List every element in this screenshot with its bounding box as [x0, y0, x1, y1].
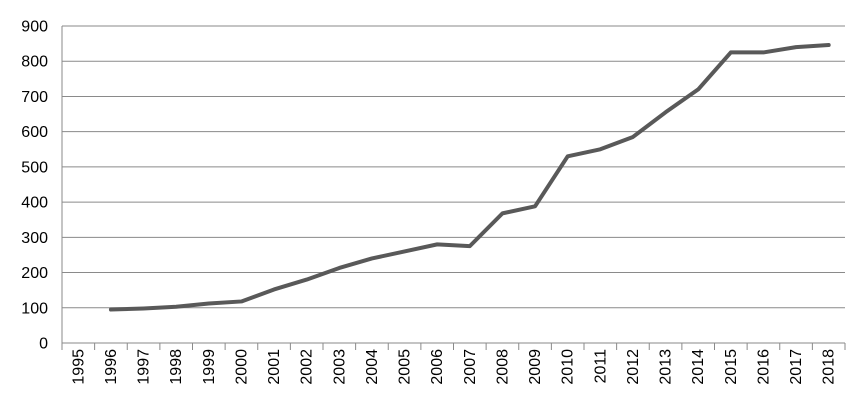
x-tick-label: 2007	[462, 349, 479, 385]
x-tick-label: 1996	[103, 349, 120, 385]
gridlines	[62, 25, 845, 309]
x-tick-label: 2005	[397, 349, 414, 385]
y-tick-label: 600	[21, 124, 48, 141]
y-tick-label: 700	[21, 89, 48, 106]
y-tick-labels: 0 100 200 300 400 500 600 700 800 900	[21, 19, 48, 353]
x-tick-label: 2006	[429, 349, 446, 385]
y-tick-label: 200	[21, 265, 48, 282]
x-tick-label: 2001	[266, 349, 283, 385]
y-tick-label: 300	[21, 230, 48, 247]
x-tick-label: 2004	[364, 349, 381, 385]
x-tick-label: 2008	[494, 349, 511, 385]
x-tick-label: 1995	[70, 349, 87, 385]
x-tick-label: 2000	[233, 349, 250, 385]
series-line-0	[108, 43, 831, 312]
x-tick-label: 2018	[821, 349, 838, 385]
x-tick-label: 2016	[755, 349, 772, 385]
y-tick-label: 0	[39, 336, 48, 353]
y-tick-label: 500	[21, 159, 48, 176]
x-tick-label: 2011	[592, 349, 609, 384]
x-tick-label: 1999	[201, 349, 218, 385]
x-tick-label: 1997	[136, 349, 153, 385]
x-tick-label: 1998	[168, 349, 185, 385]
x-tick-label: 2009	[527, 349, 544, 385]
x-tick-label: 2003	[331, 349, 348, 385]
x-tick-label: 2015	[723, 349, 740, 385]
axes	[61, 26, 846, 350]
x-tick-label: 2002	[299, 349, 316, 385]
x-tick-label: 2017	[788, 349, 805, 385]
y-tick-label: 100	[21, 300, 48, 317]
y-tick-label: 800	[21, 54, 48, 71]
y-tick-label: 400	[21, 195, 48, 212]
x-tick-label: 2012	[625, 349, 642, 385]
x-tick-label: 2010	[560, 349, 577, 385]
x-tick-label: 2013	[658, 349, 675, 385]
y-tick-label: 900	[21, 19, 48, 36]
x-tick-labels: 1995 1996 1997 1998 1999 2000 2001 2002 2003 2004…	[70, 349, 837, 385]
x-tick-label: 2014	[690, 349, 707, 385]
series	[108, 43, 831, 312]
